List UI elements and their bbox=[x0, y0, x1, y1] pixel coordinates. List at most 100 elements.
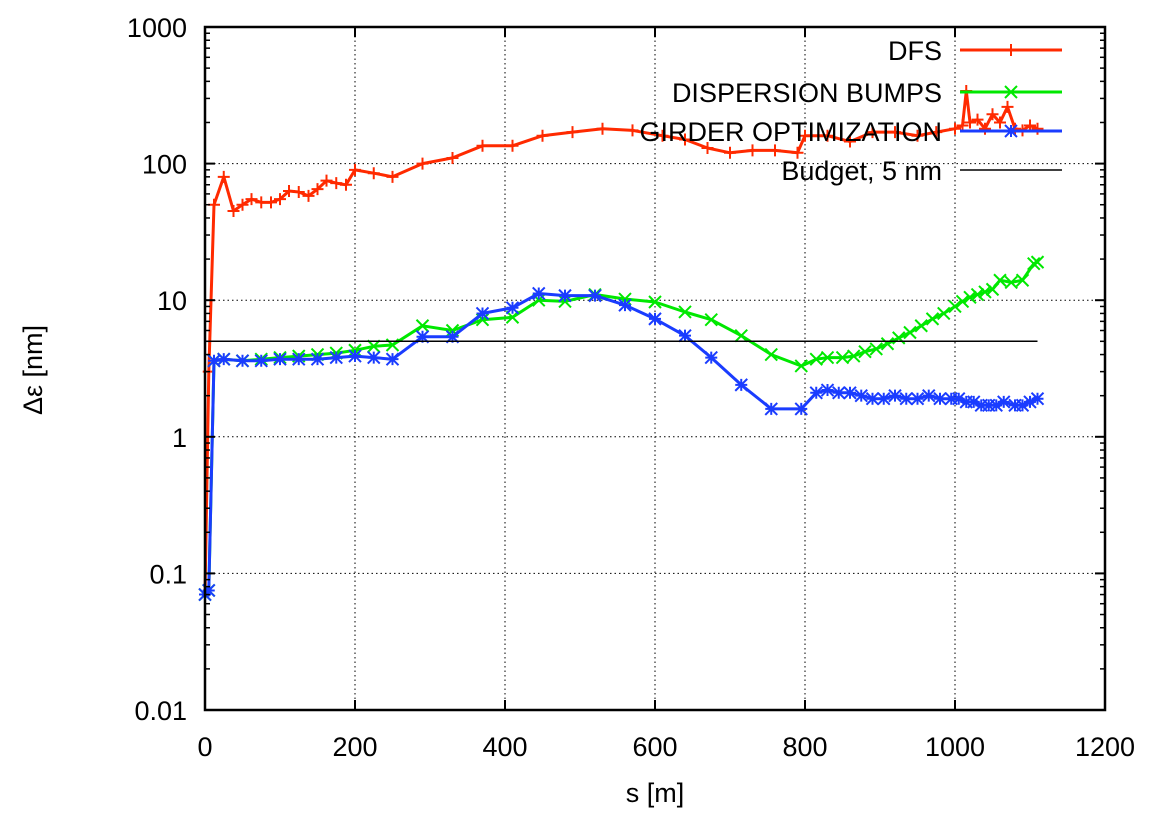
data-point bbox=[949, 122, 961, 135]
data-point bbox=[704, 350, 718, 365]
data-point bbox=[475, 306, 490, 321]
x-tick-label: 600 bbox=[632, 732, 677, 762]
data-point bbox=[930, 126, 943, 139]
data-point bbox=[922, 388, 936, 403]
data-point bbox=[536, 129, 549, 142]
y-tick-label: 0.01 bbox=[134, 696, 187, 726]
data-point bbox=[809, 352, 823, 366]
data-point bbox=[844, 135, 856, 148]
y-tick-label: 1000 bbox=[127, 13, 187, 43]
data-point bbox=[236, 198, 249, 211]
data-point bbox=[889, 126, 901, 139]
y-tick-label: 1 bbox=[172, 423, 187, 453]
data-point bbox=[265, 196, 277, 209]
data-point bbox=[948, 299, 962, 314]
data-point bbox=[955, 294, 970, 309]
data-point bbox=[648, 312, 662, 326]
data-point bbox=[847, 349, 861, 363]
data-point bbox=[292, 185, 305, 198]
data-point bbox=[997, 395, 1011, 409]
data-point bbox=[235, 354, 250, 368]
data-point bbox=[217, 170, 230, 183]
data-point bbox=[505, 301, 520, 315]
data-point bbox=[899, 392, 913, 406]
data-point bbox=[724, 146, 736, 159]
data-point bbox=[967, 395, 981, 409]
data-point bbox=[993, 273, 1007, 287]
y-tick-label: 100 bbox=[142, 150, 187, 180]
data-point bbox=[925, 312, 940, 326]
data-point bbox=[330, 177, 343, 190]
data-point bbox=[933, 392, 947, 406]
data-point bbox=[888, 388, 902, 403]
data-point bbox=[985, 282, 1000, 297]
data-point bbox=[1005, 44, 1017, 56]
data-point bbox=[618, 298, 632, 312]
data-point bbox=[794, 402, 808, 416]
data-point bbox=[311, 183, 324, 196]
data-point bbox=[367, 350, 381, 365]
legend-label: Budget, 5 nm bbox=[781, 156, 942, 186]
x-tick-label: 1000 bbox=[925, 732, 985, 762]
data-point bbox=[994, 116, 1006, 129]
data-point bbox=[320, 174, 333, 187]
data-point bbox=[1031, 122, 1044, 135]
data-point bbox=[1030, 255, 1045, 269]
data-point bbox=[367, 339, 381, 353]
data-point bbox=[865, 392, 880, 406]
data-point bbox=[877, 392, 891, 406]
data-point bbox=[910, 392, 925, 406]
x-axis-title: s [m] bbox=[626, 778, 685, 808]
data-point bbox=[678, 328, 692, 343]
data-point bbox=[769, 144, 781, 157]
data-point bbox=[866, 126, 879, 139]
data-point bbox=[820, 350, 835, 365]
data-point bbox=[832, 386, 846, 400]
data-point bbox=[340, 178, 352, 191]
data-point bbox=[764, 347, 778, 362]
data-point bbox=[217, 352, 231, 366]
data-point bbox=[944, 392, 958, 406]
data-point bbox=[959, 395, 973, 409]
data-point bbox=[415, 330, 430, 344]
data-point bbox=[506, 139, 519, 152]
legend: DFS DISPERSION BUMPS GIRDER OPTIMIZATION Bu… bbox=[640, 36, 1062, 186]
x-tick-label: 800 bbox=[782, 732, 827, 762]
data-point bbox=[678, 305, 692, 319]
data-point bbox=[329, 350, 343, 365]
data-point bbox=[854, 388, 868, 403]
data-point bbox=[746, 144, 759, 157]
legend-label: DFS bbox=[888, 36, 942, 66]
data-point bbox=[809, 386, 823, 400]
axis-layer: 0 200 400 600 800 1000 1200 0.01 0.1 1 10 100 1000 bbox=[127, 13, 1135, 762]
data-point bbox=[367, 167, 380, 180]
data-point bbox=[416, 157, 429, 170]
data-point bbox=[971, 113, 984, 126]
data-point bbox=[799, 129, 811, 142]
data-point bbox=[1027, 256, 1041, 271]
data-point bbox=[820, 383, 835, 397]
data-point bbox=[982, 398, 996, 413]
data-point bbox=[986, 108, 999, 121]
data-point bbox=[989, 398, 1003, 413]
data-point bbox=[903, 325, 917, 340]
data-point bbox=[835, 350, 850, 365]
data-point bbox=[302, 189, 315, 202]
data-point bbox=[914, 319, 928, 333]
data-point bbox=[274, 193, 286, 206]
data-point bbox=[558, 288, 572, 303]
y-axis-title: Δε [nm] bbox=[18, 325, 48, 415]
data-point bbox=[963, 290, 977, 305]
data-point bbox=[446, 151, 459, 164]
data-point bbox=[445, 330, 460, 344]
x-tick-label: 200 bbox=[332, 732, 377, 762]
data-point bbox=[858, 344, 872, 359]
data-point bbox=[292, 352, 306, 366]
data-point bbox=[937, 306, 951, 321]
legend-label: GIRDER OPTIMIZATION bbox=[640, 117, 943, 147]
data-point bbox=[974, 398, 988, 413]
data-point bbox=[952, 392, 966, 406]
data-point bbox=[970, 287, 985, 302]
